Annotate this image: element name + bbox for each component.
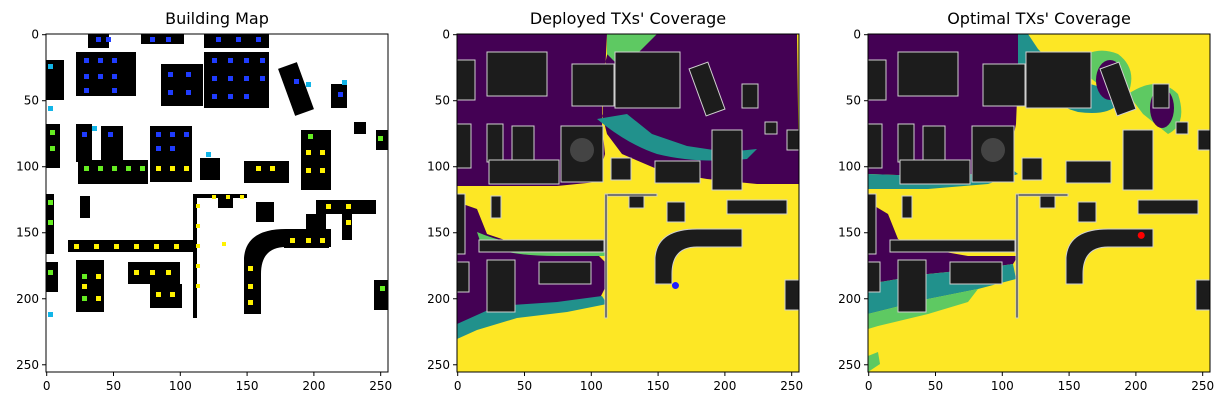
panel-title: Deployed TXs' Coverage xyxy=(530,9,726,28)
x-tick-label: 200 xyxy=(302,379,325,393)
x-tick-label: 100 xyxy=(169,379,192,393)
panel-deployed-coverage: Deployed TXs' Coverage xyxy=(427,9,803,393)
y-tick-label: 150 xyxy=(838,226,861,240)
x-tick-label: 200 xyxy=(713,379,736,393)
x-tick-label: 150 xyxy=(1058,379,1081,393)
x-tick-label: 50 xyxy=(928,379,943,393)
building-dome xyxy=(570,138,594,162)
sites-blue xyxy=(82,37,343,151)
axes-frame xyxy=(456,33,800,373)
y-tick-label: 200 xyxy=(838,292,861,306)
panel-optimal-coverage: Optimal TXs' Coverage xyxy=(838,9,1214,393)
x-tick-label: 100 xyxy=(991,379,1014,393)
x-tick-label: 250 xyxy=(780,379,803,393)
x-tick-label: 150 xyxy=(236,379,259,393)
y-tick-label: 250 xyxy=(16,358,39,372)
sites-yellow xyxy=(74,150,351,305)
x-tick-label: 150 xyxy=(647,379,670,393)
x-tick-label: 100 xyxy=(580,379,603,393)
y-tick-label: 200 xyxy=(427,292,450,306)
axes-frame xyxy=(867,33,1211,373)
y-tick-label: 250 xyxy=(838,358,861,372)
x-tick-label: 0 xyxy=(865,379,873,393)
x-tick-label: 0 xyxy=(43,379,51,393)
x-tick-label: 50 xyxy=(517,379,532,393)
y-tick-label: 50 xyxy=(435,94,450,108)
y-tick-label: 0 xyxy=(31,28,39,42)
panel-building-map: Building Map xyxy=(16,9,392,393)
y-tick-label: 0 xyxy=(442,28,450,42)
y-tick-label: 0 xyxy=(853,28,861,42)
sites-green xyxy=(48,130,385,301)
y-tick-label: 200 xyxy=(16,292,39,306)
y-tick-label: 250 xyxy=(427,358,450,372)
y-tick-label: 50 xyxy=(846,94,861,108)
y-tick-label: 100 xyxy=(16,160,39,174)
y-tick-label: 150 xyxy=(16,226,39,240)
buildings xyxy=(457,51,799,319)
sites-cyan xyxy=(48,64,347,317)
x-tick-label: 250 xyxy=(369,379,392,393)
tx-point xyxy=(1137,231,1145,239)
y-tick-label: 150 xyxy=(427,226,450,240)
partial-region-top xyxy=(597,114,757,161)
x-tick-label: 0 xyxy=(454,379,462,393)
y-tick-label: 50 xyxy=(24,94,39,108)
x-tick-label: 250 xyxy=(1191,379,1214,393)
partial-region-bottom xyxy=(457,296,607,339)
x-tick-label: 50 xyxy=(106,379,121,393)
buildings xyxy=(868,51,1210,319)
panel-title: Building Map xyxy=(165,9,269,28)
partial-region-corner xyxy=(868,352,880,372)
axes-frame xyxy=(45,33,389,373)
y-tick-label: 100 xyxy=(838,160,861,174)
building-dome xyxy=(981,138,1005,162)
x-tick-label: 200 xyxy=(1124,379,1147,393)
panel-title: Optimal TXs' Coverage xyxy=(947,9,1131,28)
y-tick-label: 100 xyxy=(427,160,450,174)
tx-point xyxy=(671,282,679,290)
